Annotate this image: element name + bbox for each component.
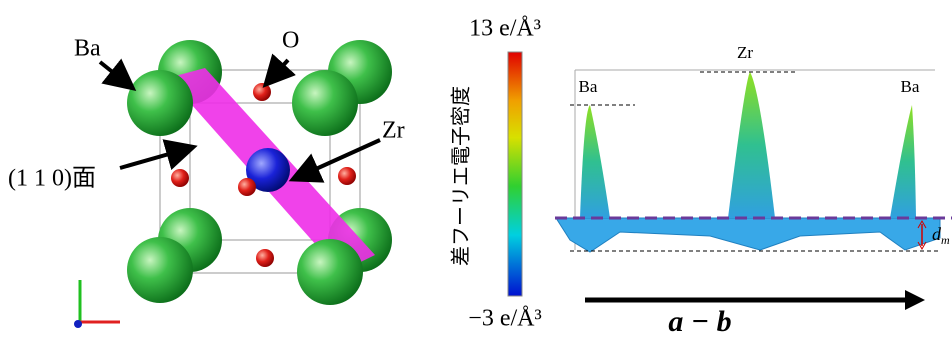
plane-label: (1 1 0)面 bbox=[8, 166, 96, 192]
zr-label: Zr bbox=[382, 118, 405, 144]
depth-subscript: m bbox=[941, 233, 950, 247]
colorbar bbox=[508, 52, 522, 296]
axes-icon bbox=[74, 280, 120, 328]
depth-label: dm bbox=[932, 224, 950, 247]
o-label: O bbox=[282, 28, 299, 54]
direction-arrowhead bbox=[905, 290, 925, 310]
colorbar-max: 13 e/Å³ bbox=[469, 16, 541, 42]
surface bbox=[555, 70, 952, 252]
figure: Ba O Zr (1 1 0)面 13 e/Å³ −3 e/Å³ 差フーリエ電子… bbox=[0, 0, 952, 338]
ba-label: Ba bbox=[74, 36, 101, 62]
direction-label: a − b bbox=[668, 305, 731, 338]
peak-label: Ba bbox=[901, 77, 920, 96]
peak-label: Zr bbox=[737, 43, 753, 62]
colorbar-min: −3 e/Å³ bbox=[468, 306, 541, 332]
peak-label: Ba bbox=[579, 77, 598, 96]
atoms bbox=[127, 40, 392, 305]
colorbar-title: 差フーリエ電子密度 bbox=[449, 86, 473, 266]
